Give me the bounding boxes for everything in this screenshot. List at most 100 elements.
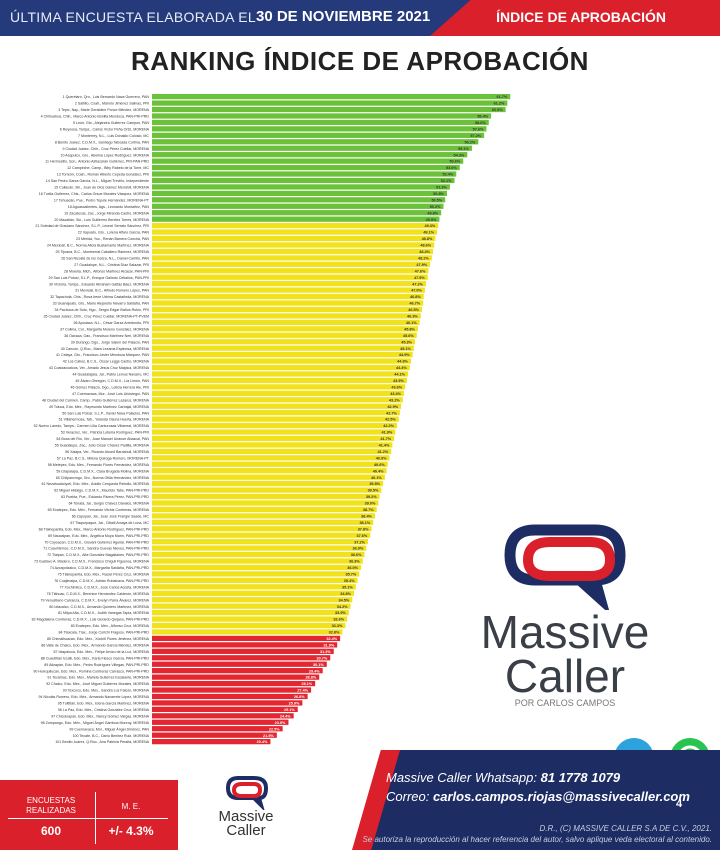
top-banner: ÚLTIMA ENCUESTA ELABORADA EL 30 DE NOVIE…	[0, 0, 720, 36]
bar	[152, 739, 271, 745]
category-label: 17 Tehuacán, Pue., Pedro Tepole Hernánde…	[54, 198, 150, 202]
bar	[152, 674, 320, 680]
bar	[152, 345, 414, 351]
category-label: 53 Veracruz, Ver., Patricia Lobeira Rodr…	[61, 431, 149, 435]
bar	[152, 558, 363, 564]
data-label: 40.9%	[376, 456, 387, 460]
data-label: 30.1%	[313, 663, 324, 667]
bar	[152, 384, 406, 390]
bar	[152, 197, 446, 203]
category-label: 66 Zapopan, Jal., Juan José Frangie Saad…	[72, 514, 150, 518]
category-label: 10 Acapulco, Gro., Abelina López Rodrígu…	[61, 153, 150, 157]
email-address[interactable]: carlos.campos.riojas@massivecaller.com	[432, 789, 690, 804]
category-label: 97 Chicoloapan, Edo. Méx., Nancy Gómez V…	[51, 714, 149, 718]
massive-caller-small-logo: Massive Caller	[214, 772, 278, 846]
data-label: 35.1%	[342, 585, 353, 589]
category-label: 15 Culiacán, Sin., Juan de Dios Gámez Me…	[54, 186, 149, 190]
data-label: 44.4%	[396, 366, 407, 370]
bar	[152, 313, 421, 319]
category-label: 99 Cuernavaca, Mor., Miguel Ángel Jiméne…	[69, 727, 149, 731]
category-label: 37 Colima, Col., Margarita Moreno Gonzál…	[60, 327, 149, 331]
category-label: 38 Oaxaca, Oax., Francisco Martínez Neri…	[64, 334, 149, 338]
category-label: 74 Azcapotzalco, C.D.M.X., Margarita Sal…	[50, 566, 150, 570]
bar	[152, 461, 388, 467]
category-label: 27 Guadalupe, N.L., Cristina Díaz Salaza…	[74, 263, 149, 267]
category-label: 96 La Paz, Edo. Méx., Cristina González …	[58, 708, 150, 712]
category-label: 100 Tecate, B.C., Darío Benítez Ruiz, MO…	[73, 734, 150, 738]
bar	[152, 442, 393, 448]
data-label: 30.7%	[316, 656, 327, 660]
data-label: 50.2%	[430, 205, 441, 209]
data-label: 55.1%	[458, 147, 469, 151]
whatsapp-number[interactable]: 81 1778 1079	[540, 770, 621, 785]
category-label: 42 Los Cabos, B.C.S., Óscar Leggs Castro…	[63, 359, 150, 364]
brand-wordmark: Massive Caller	[440, 606, 690, 699]
data-label: 49.8%	[427, 211, 438, 215]
data-label: 35.4%	[344, 579, 355, 583]
data-label: 58.4%	[477, 115, 488, 119]
bar	[152, 448, 392, 454]
category-label: 98 Zumpango, Edo. Méx., Miguel Ángel Gam…	[41, 721, 150, 725]
category-label: 11 Hermosillo, Son., Antonio Astiazarán …	[45, 160, 149, 164]
data-label: 26.8%	[294, 695, 305, 699]
small-brand-line1: Massive	[218, 808, 274, 825]
bar	[152, 693, 308, 700]
brand-name-line1: Massive	[480, 606, 650, 658]
category-label: 80 Iztacalco, C.D.M.X., Armando Quintero…	[49, 605, 149, 609]
whatsapp-line: Massive Caller Whatsapp: 81 1778 1079	[386, 770, 690, 785]
bar	[152, 455, 390, 461]
category-label: 84 Tlaxcala, Tlax., Jorge Corichi Fragos…	[59, 631, 150, 635]
bar	[152, 145, 472, 151]
category-label: 5 León, Gto., Alejandra Gutiérrez Campos…	[73, 121, 149, 125]
bar	[152, 242, 435, 248]
category-label: 2 Saltillo, Coah., Manolo Jiménez Salina…	[75, 102, 149, 106]
margin-error-value: +/- 4.3%	[108, 824, 154, 838]
bar	[152, 616, 348, 622]
bar	[152, 551, 365, 558]
category-label: 51 Villahermosa, Tab., Yolanda Osuna Hue…	[59, 418, 150, 422]
data-label: 36.9%	[352, 547, 363, 551]
category-label: 59 Iztapalapa, C.D.M.X., Clara Brugada M…	[56, 469, 149, 473]
data-label: 23.5%	[275, 721, 286, 725]
category-label: 43 Coatzacoalcos, Ver., Amado Jesús Cruz…	[49, 366, 150, 370]
category-label: 1 Querétaro, Qro., Luis Bernardo Nava Gu…	[63, 95, 150, 99]
category-label: 85 Chimalhuacán, Edo. Méx., Xóchitl Flor…	[47, 637, 150, 641]
data-label: 51.3%	[436, 186, 447, 190]
bar	[152, 210, 442, 216]
category-label: 57 La Paz, B.C.S., Milena Quiroga Romero…	[57, 456, 150, 460]
bar	[152, 680, 316, 687]
category-label: 7 Monterrey, N.L., Luis Donaldo Colosio,…	[78, 134, 149, 138]
bar	[152, 577, 358, 583]
category-label: 22 Irapuato, Gto., Lorena Alfaro García,…	[78, 231, 150, 235]
data-label: 21.5%	[263, 734, 274, 738]
category-label: 6 Reynosa, Tamps., Carlos Víctor Peña Or…	[60, 127, 150, 131]
bar	[152, 526, 372, 532]
data-label: 45.6%	[403, 334, 414, 338]
bar	[152, 622, 346, 629]
email-label: Correo:	[386, 789, 430, 804]
data-label: 49.3%	[424, 224, 435, 228]
bar	[152, 590, 355, 596]
bar	[152, 506, 377, 513]
category-label: 52 Nuevo Laredo, Tamps., Carmen Lilia Ca…	[34, 424, 150, 428]
data-label: 44.1%	[394, 373, 405, 377]
survey-stats-box: ENCUESTAS REALIZADAS M. E. 600 +/- 4.3%	[0, 780, 178, 850]
bar	[152, 668, 323, 674]
data-label: 43.2%	[389, 398, 400, 402]
category-label: 63 Puebla, Pue., Eduardo Rivera Pérez, P…	[61, 495, 149, 499]
bar	[152, 642, 338, 648]
category-label: 58 Metepec, Edo. Méx., Fernando Flores F…	[48, 463, 150, 467]
bar	[152, 429, 396, 435]
bar	[152, 268, 429, 274]
category-label: 36 Apodaca, N.L., César Garza Arredondo,…	[73, 321, 149, 325]
data-label: 50.5%	[431, 198, 442, 202]
data-label: 46.7%	[409, 302, 420, 306]
category-label: 93 Texcoco, Edo. Méx., Sandra Luz Falcón…	[63, 689, 150, 693]
bar	[152, 610, 349, 616]
category-label: 45 Álvaro Obregón, C.D.M.X., Lía Limón, …	[75, 379, 149, 383]
category-label: 18 Aguascalientes, Ags., Leonardo Montañ…	[68, 205, 150, 209]
bar	[152, 377, 407, 384]
category-label: 90 Huixquilucan, Edo. Méx., Romina Contr…	[33, 669, 149, 673]
bar	[152, 319, 420, 325]
category-label: 13 Torreón, Coah., Román Alberto Cepeda …	[57, 173, 149, 177]
